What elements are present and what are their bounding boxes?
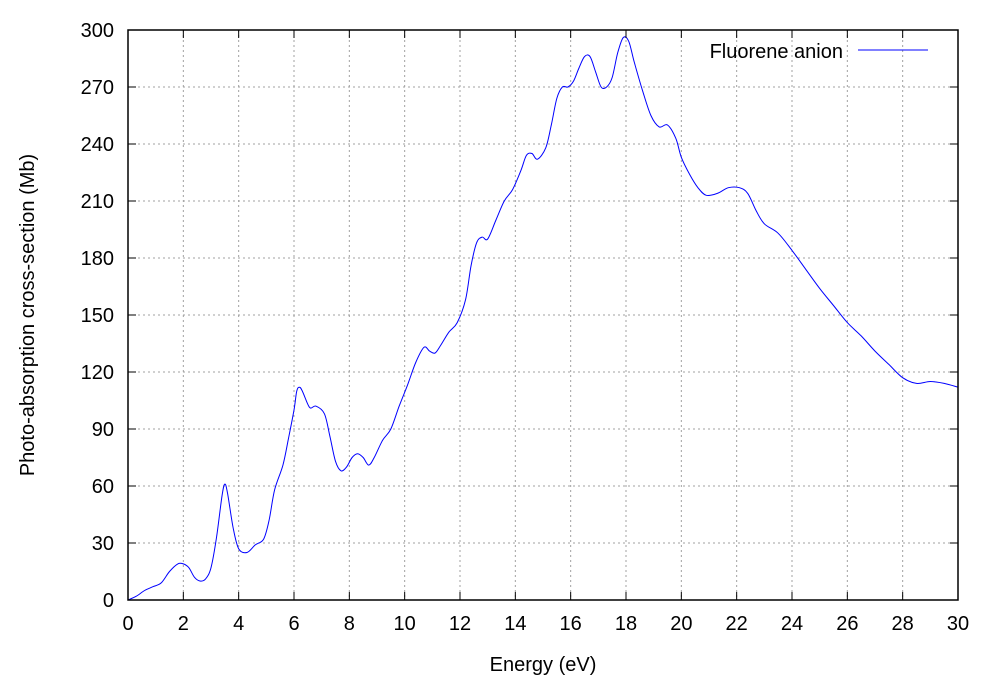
x-tick-label: 26 [836,613,858,635]
y-tick-label: 0 [103,590,114,612]
y-tick-label: 210 [81,191,114,213]
x-tick-label: 0 [122,613,133,635]
x-tick-label: 2 [178,613,189,635]
series-layer [127,36,959,601]
y-tick-label: 90 [92,419,114,441]
x-tick-label: 20 [670,613,692,635]
y-tick-label: 150 [81,305,114,327]
x-tick-label: 8 [344,613,355,635]
tick-labels: 0 2 4 6 8 10 12 14 16 18 20 22 24 26 28 300306090120150… [81,20,970,635]
x-tick-label: 4 [233,613,244,635]
y-tick-label: 300 [81,20,114,42]
grid [128,30,958,600]
x-tick-label: 14 [504,613,526,635]
y-tick-label: 240 [81,134,114,156]
series-line [127,36,959,601]
x-tick-label: 30 [947,613,969,635]
y-tick-label: 120 [81,362,114,384]
x-tick-label: 16 [560,613,582,635]
y-tick-label: 60 [92,476,114,498]
legend: Fluorene anion [710,41,928,63]
legend-label: Fluorene anion [710,41,843,63]
x-tick-label: 12 [449,613,471,635]
y-tick-label: 30 [92,533,114,555]
x-tick-label: 24 [781,613,803,635]
x-tick-label: 6 [288,613,299,635]
y-tick-label: 180 [81,248,114,270]
ticks [127,29,959,601]
x-tick-label: 28 [892,613,914,635]
x-axis-label: Energy (eV) [490,654,597,676]
x-tick-label: 18 [615,613,637,635]
y-axis-label: Photo-absorption cross-section (Mb) [17,154,39,476]
x-tick-label: 22 [726,613,748,635]
y-tick-label: 270 [81,77,114,99]
x-tick-label: 10 [394,613,416,635]
